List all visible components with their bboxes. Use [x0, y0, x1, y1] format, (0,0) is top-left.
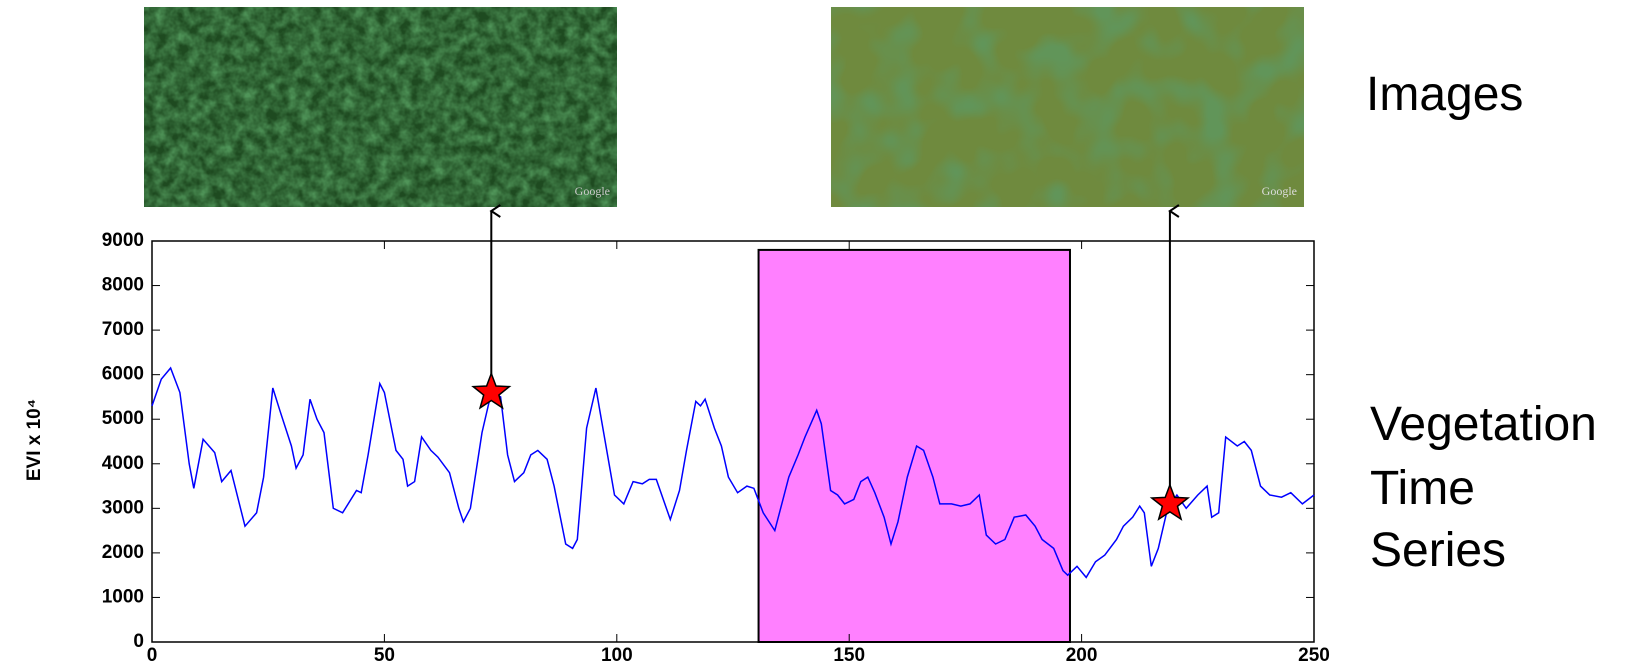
- image-forest: Google: [144, 7, 617, 207]
- y-tick-label: 9000: [102, 230, 144, 251]
- star-marker: [471, 371, 512, 410]
- side-label: Vegetation: [1370, 398, 1597, 451]
- y-tick-label: 3000: [102, 497, 144, 518]
- x-tick-label: 150: [833, 645, 865, 666]
- side-label: Images: [1366, 68, 1523, 121]
- plot-frame: [151, 240, 1315, 643]
- image-grassland: Google: [831, 7, 1304, 207]
- highlight-region: [757, 248, 1071, 644]
- x-tick-label: 0: [147, 645, 158, 666]
- y-tick-label: 5000: [102, 408, 144, 429]
- x-tick-label: 50: [374, 645, 395, 666]
- y-axis-label: EVI x 10⁴: [24, 399, 45, 481]
- y-tick-label: 7000: [102, 319, 144, 340]
- y-tick-label: 0: [133, 631, 144, 652]
- watermark: Google: [575, 184, 610, 198]
- x-tick-label: 100: [601, 645, 633, 666]
- y-tick-label: 6000: [102, 364, 144, 385]
- y-tick-label: 8000: [102, 275, 144, 296]
- side-label: Series: [1370, 524, 1506, 577]
- watermark: Google: [1262, 184, 1297, 198]
- side-label: Time: [1370, 462, 1475, 515]
- star-marker: [1149, 482, 1191, 521]
- x-tick-label: 250: [1298, 645, 1330, 666]
- y-tick-label: 1000: [102, 586, 144, 607]
- series-line: [151, 366, 1315, 579]
- x-tick-label: 200: [1066, 645, 1098, 666]
- y-tick-label: 4000: [102, 453, 144, 474]
- y-tick-label: 2000: [102, 542, 144, 563]
